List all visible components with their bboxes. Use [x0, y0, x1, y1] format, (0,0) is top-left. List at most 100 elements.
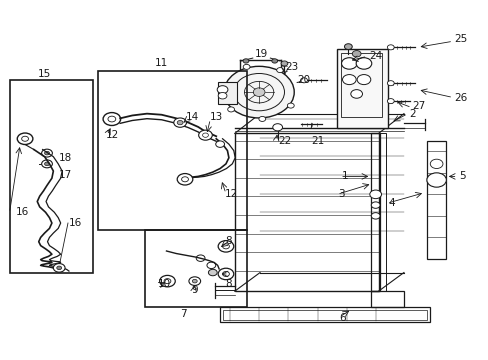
Text: 11: 11	[155, 58, 168, 68]
Circle shape	[159, 275, 175, 287]
Circle shape	[386, 81, 393, 86]
Circle shape	[208, 269, 217, 276]
Circle shape	[386, 45, 393, 50]
Bar	[379, 134, 385, 291]
Circle shape	[287, 103, 294, 108]
Circle shape	[17, 133, 33, 144]
Circle shape	[41, 160, 52, 168]
Text: 9: 9	[191, 285, 198, 296]
Circle shape	[53, 264, 65, 272]
Text: 19: 19	[254, 49, 267, 59]
Text: 8: 8	[224, 279, 231, 289]
Bar	[223, 310, 426, 320]
Circle shape	[202, 133, 208, 137]
Circle shape	[215, 141, 224, 147]
Bar	[217, 82, 237, 104]
Circle shape	[426, 173, 446, 187]
Circle shape	[222, 271, 229, 276]
Bar	[370, 291, 404, 307]
Text: 3: 3	[338, 189, 345, 199]
Bar	[220, 307, 429, 322]
Circle shape	[281, 61, 287, 66]
Bar	[340, 53, 382, 117]
Circle shape	[258, 116, 265, 121]
Circle shape	[21, 136, 28, 141]
Circle shape	[300, 78, 307, 83]
Bar	[427, 140, 445, 259]
Text: 12: 12	[224, 189, 238, 199]
Circle shape	[188, 277, 200, 285]
Text: 14: 14	[185, 112, 199, 122]
Circle shape	[44, 151, 49, 155]
Text: 8: 8	[224, 236, 231, 246]
Circle shape	[351, 50, 360, 57]
Circle shape	[192, 279, 197, 283]
Text: 1: 1	[341, 171, 348, 181]
Text: 25: 25	[453, 35, 467, 44]
Circle shape	[224, 66, 294, 118]
Circle shape	[173, 118, 186, 127]
Circle shape	[181, 177, 188, 182]
Circle shape	[41, 149, 52, 157]
Text: 23: 23	[285, 62, 298, 72]
Circle shape	[103, 113, 121, 126]
Circle shape	[355, 58, 371, 69]
Circle shape	[108, 116, 116, 122]
Circle shape	[222, 244, 229, 249]
Circle shape	[227, 107, 234, 112]
Text: 22: 22	[278, 136, 291, 145]
Text: 21: 21	[311, 136, 324, 145]
Bar	[144, 230, 246, 307]
Circle shape	[243, 59, 248, 63]
Text: 20: 20	[297, 75, 310, 85]
Circle shape	[253, 88, 264, 96]
Bar	[98, 71, 246, 230]
Text: 5: 5	[458, 171, 465, 181]
Circle shape	[218, 240, 233, 252]
Circle shape	[369, 190, 381, 199]
Circle shape	[344, 44, 351, 49]
Text: 16: 16	[69, 218, 82, 228]
Circle shape	[206, 262, 215, 269]
Text: 18: 18	[59, 153, 72, 163]
Text: 17: 17	[59, 170, 72, 180]
Text: 2: 2	[408, 109, 415, 119]
Text: 27: 27	[412, 102, 425, 112]
Text: 13: 13	[209, 112, 222, 122]
Circle shape	[57, 266, 61, 270]
Bar	[336, 49, 387, 128]
Bar	[370, 134, 379, 291]
Text: 7: 7	[180, 310, 186, 319]
Circle shape	[356, 75, 370, 85]
Circle shape	[429, 159, 442, 168]
Circle shape	[163, 279, 170, 284]
Text: 26: 26	[453, 93, 467, 103]
Circle shape	[220, 83, 227, 88]
Circle shape	[196, 255, 204, 261]
Bar	[234, 134, 378, 291]
Circle shape	[342, 75, 355, 85]
Circle shape	[177, 174, 192, 185]
Circle shape	[370, 213, 379, 219]
Text: 6: 6	[339, 313, 346, 323]
Circle shape	[218, 93, 226, 99]
Text: 16: 16	[16, 207, 29, 217]
Circle shape	[350, 90, 362, 98]
Text: 10: 10	[158, 279, 170, 289]
Circle shape	[271, 59, 277, 63]
Circle shape	[243, 64, 249, 69]
Text: 15: 15	[38, 69, 51, 79]
Bar	[10, 80, 93, 273]
Circle shape	[177, 121, 183, 125]
Circle shape	[198, 130, 212, 140]
Text: 24: 24	[368, 51, 381, 61]
Text: 12: 12	[105, 130, 119, 140]
Circle shape	[276, 68, 283, 73]
Circle shape	[218, 268, 233, 280]
Circle shape	[341, 58, 356, 69]
Circle shape	[272, 124, 282, 131]
Circle shape	[44, 162, 49, 166]
Circle shape	[386, 99, 393, 104]
Text: 4: 4	[387, 198, 394, 208]
Circle shape	[370, 202, 379, 208]
